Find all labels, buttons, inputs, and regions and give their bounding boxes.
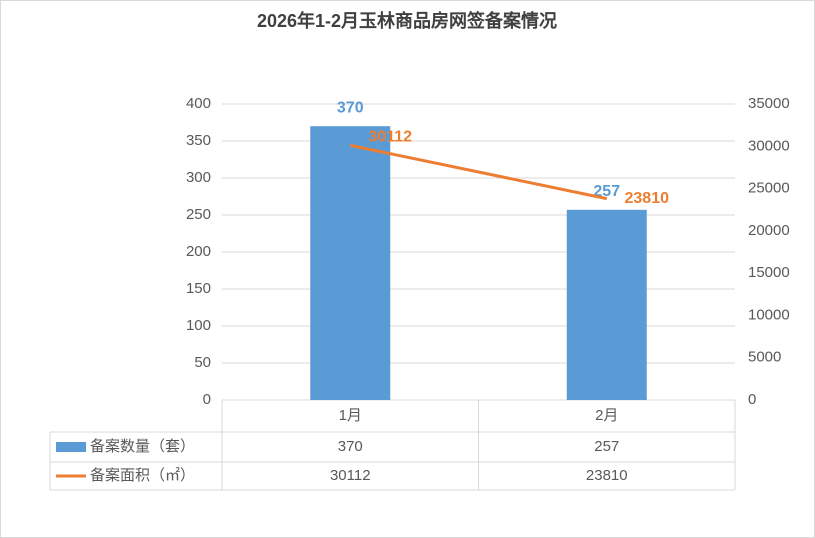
bar	[566, 209, 647, 400]
legend-marker	[56, 442, 86, 452]
data-label: 30112	[368, 129, 412, 146]
table-value: 257	[594, 438, 619, 455]
y-tick-label: 350	[186, 132, 211, 149]
bar	[310, 126, 391, 400]
line	[349, 143, 608, 201]
y2-tick-label: 20000	[748, 222, 790, 239]
y-tick-label: 150	[186, 280, 211, 297]
y2-tick-label: 0	[748, 391, 756, 408]
y2-tick-label: 35000	[748, 95, 790, 112]
legend-label: 备案数量（套）	[90, 437, 195, 455]
x-tick-label: 1月	[339, 407, 362, 424]
table-value: 23810	[586, 467, 628, 484]
y-tick-label: 50	[194, 354, 211, 371]
data-label: 23810	[625, 190, 670, 207]
y2-tick-label: 15000	[748, 264, 790, 281]
x-tick-label: 2月	[595, 407, 618, 424]
y-tick-label: 0	[203, 391, 211, 408]
legend-label: 备案面积（㎡）	[90, 466, 195, 484]
y2-tick-label: 30000	[748, 137, 790, 154]
data-label: 370	[337, 99, 364, 116]
y-tick-label: 300	[186, 169, 211, 186]
y2-tick-label: 25000	[748, 180, 790, 197]
y2-tick-label: 10000	[748, 306, 790, 323]
chart-title: 2026年1-2月玉林商品房网签备案情况	[257, 10, 557, 31]
y-tick-label: 250	[186, 206, 211, 223]
y-tick-label: 100	[186, 317, 211, 334]
table-value: 30112	[330, 467, 371, 484]
y-tick-label: 400	[186, 95, 211, 112]
table-value: 370	[338, 438, 363, 455]
y-tick-label: 200	[186, 243, 211, 260]
y2-tick-label: 5000	[748, 349, 781, 366]
